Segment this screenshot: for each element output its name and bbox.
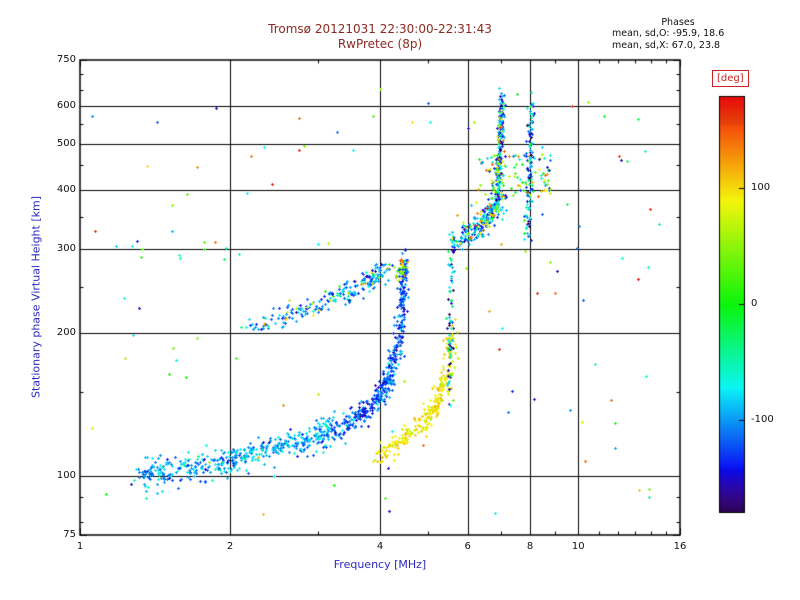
chart-title: Tromsø 20121031 22:30:00-22:31:43 [268,22,492,36]
stats-line-o: mean, sd,O: -95.9, 18.6 [612,28,725,39]
x-tick-label: 16 [673,541,687,552]
colorbar-tick-label: 0 [751,298,758,309]
stats-line-x: mean, sd,X: 67.0, 23.8 [612,40,721,51]
y-tick-label: 100 [56,469,76,481]
stats-header: Phases [661,17,695,28]
y-tick-label: 75 [63,529,76,540]
colorbar-tick-label: 100 [751,182,771,194]
colorbar-unit-label: [deg] [712,70,749,87]
x-tick-label: 2 [226,541,234,552]
x-tick-label: 6 [464,541,471,552]
x-tick-label: 8 [526,541,534,552]
y-tick-label: 600 [56,100,76,112]
x-tick-label: 10 [571,541,585,552]
y-tick-label: 750 [56,54,76,65]
y-axis-label: Stationary phase Virtual Height [km] [29,195,43,399]
y-tick-label: 400 [56,183,76,195]
x-tick-label: 1 [76,541,84,552]
x-axis-label: Frequency [MHz] [333,558,427,571]
x-tick-label: 4 [376,541,384,552]
y-tick-label: 200 [56,326,76,338]
y-tick-label: 500 [56,137,76,149]
y-tick-label: 300 [56,243,76,255]
chart-subtitle: RwPretec (8p) [337,37,423,51]
colorbar-tick-label: -100 [751,413,774,425]
